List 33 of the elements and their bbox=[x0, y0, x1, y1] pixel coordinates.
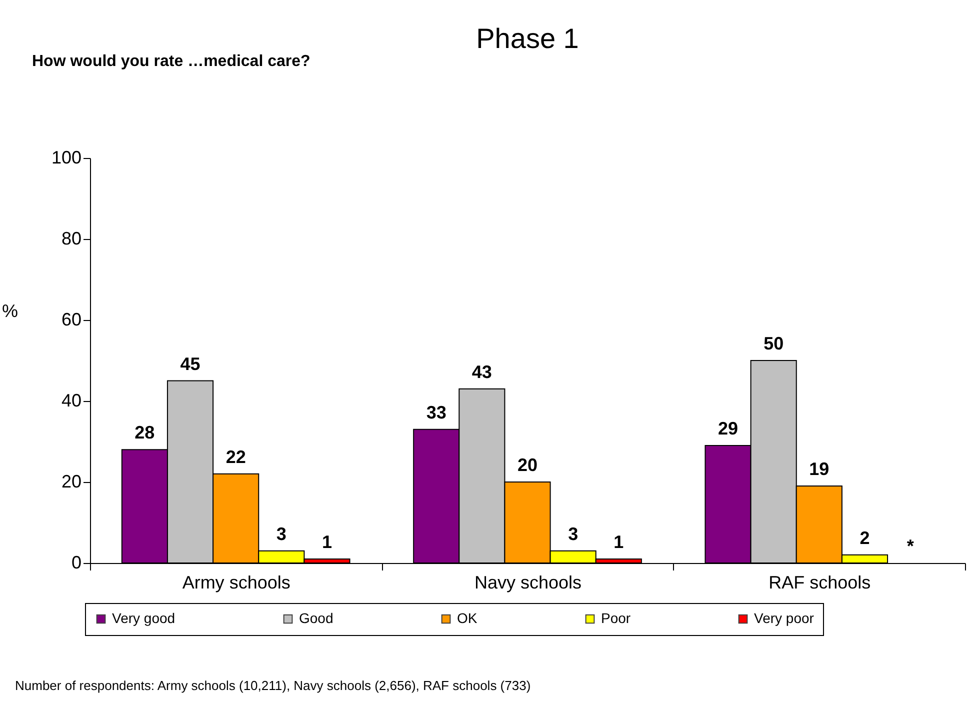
data-label: 43 bbox=[472, 362, 492, 382]
chart-title: Phase 1 bbox=[476, 23, 579, 54]
data-label: 33 bbox=[426, 402, 446, 422]
y-axis-title: % bbox=[2, 300, 18, 321]
legend-label: Poor bbox=[601, 610, 631, 626]
data-label: 20 bbox=[517, 455, 538, 475]
chart-subtitle: How would you rate …medical care? bbox=[32, 53, 310, 70]
data-label: 2 bbox=[860, 528, 870, 548]
data-label: 3 bbox=[568, 524, 578, 544]
legend-label: Very poor bbox=[754, 610, 814, 626]
legend-label: Very good bbox=[112, 610, 176, 626]
x-tick-label: RAF schools bbox=[768, 572, 871, 592]
x-tick-label: Army schools bbox=[182, 572, 290, 592]
data-label: 1 bbox=[322, 532, 332, 552]
data-label: 45 bbox=[180, 354, 200, 374]
y-tick-label: 0 bbox=[71, 552, 82, 572]
y-tick-label: 80 bbox=[61, 228, 82, 248]
data-label: 28 bbox=[134, 422, 155, 443]
data-label: 1 bbox=[614, 532, 624, 552]
y-tick-label: 20 bbox=[61, 472, 82, 492]
legend-label: Good bbox=[299, 610, 334, 626]
text: Number of respondents: Army schools (10,211), Navy schools (2,656), RAF schools (733) bbox=[15, 678, 531, 693]
x-tick-label: Navy schools bbox=[474, 572, 582, 592]
y-tick-label: 60 bbox=[61, 310, 82, 330]
y-tick-label: 40 bbox=[61, 390, 82, 410]
data-label: 29 bbox=[718, 418, 738, 439]
data-label: 22 bbox=[226, 446, 246, 467]
data-label: 19 bbox=[809, 459, 830, 480]
data-label: 50 bbox=[764, 334, 784, 354]
data-label: 3 bbox=[276, 524, 286, 544]
y-tick-label: 100 bbox=[51, 148, 82, 168]
legend-label: OK bbox=[457, 610, 478, 626]
text: * bbox=[906, 536, 914, 556]
